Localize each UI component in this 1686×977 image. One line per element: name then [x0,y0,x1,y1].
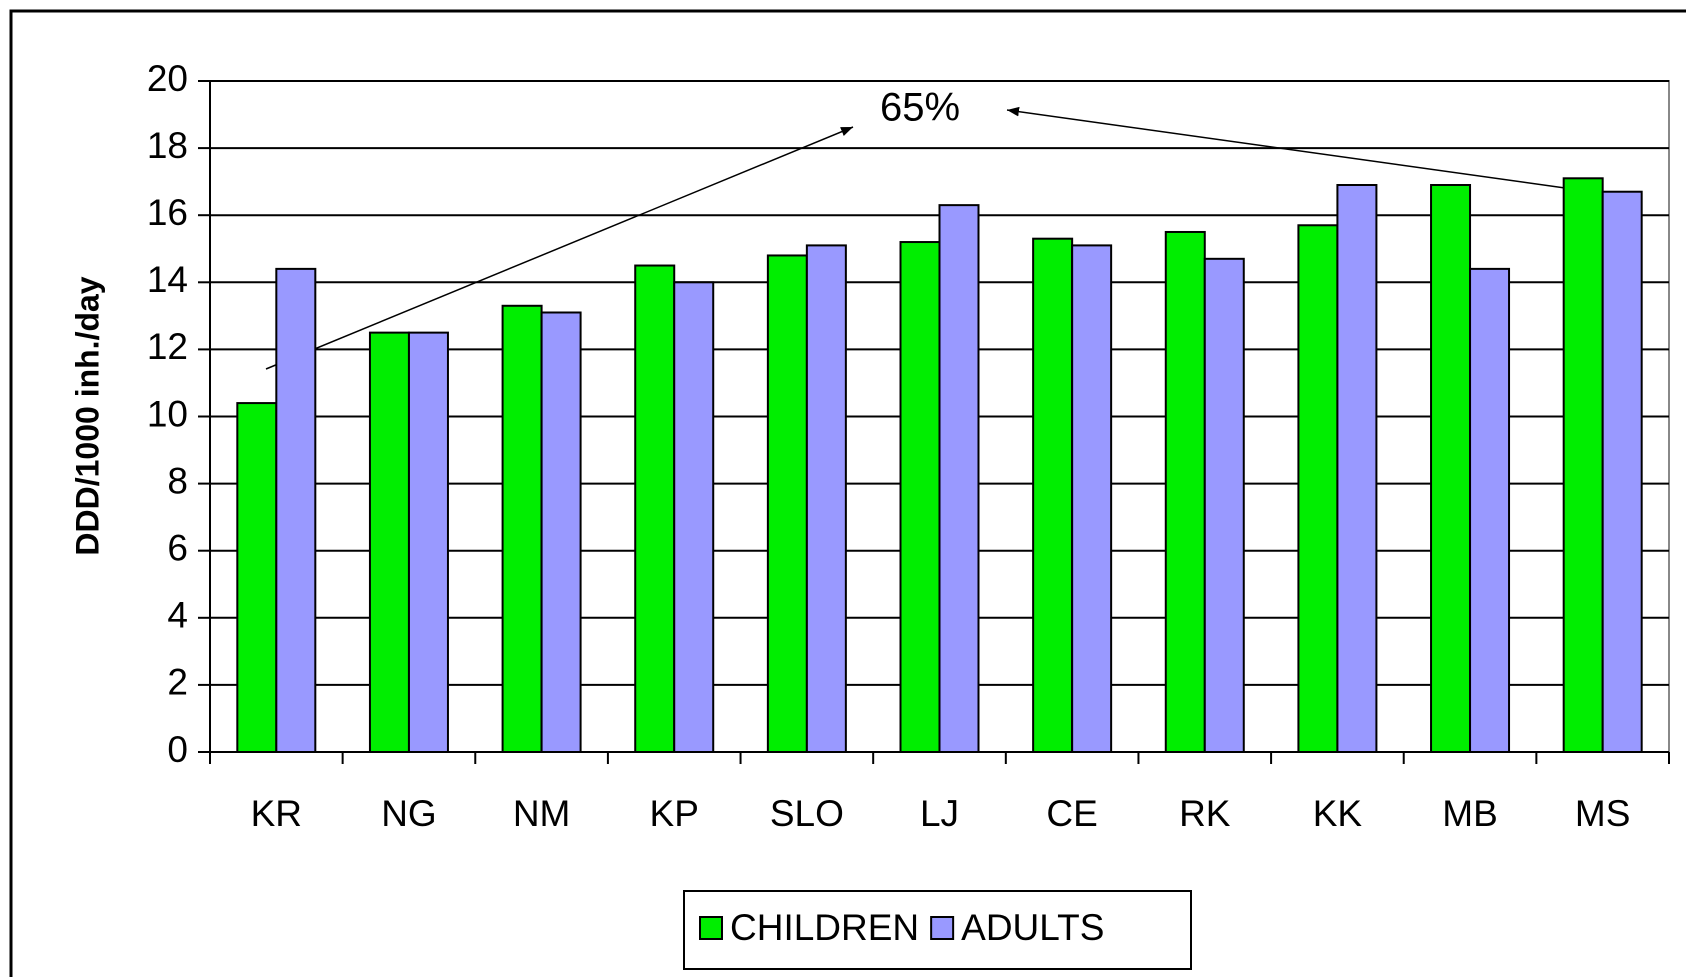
bar [1032,237,1074,753]
y-tick-label: 12 [147,326,188,367]
legend-swatch [699,916,723,940]
bar [805,244,847,754]
bar [236,402,278,753]
bar [275,267,317,753]
bar [1430,184,1472,753]
y-tick-label: 8 [167,460,188,501]
y-tick-label: 16 [147,192,188,233]
bar [501,304,543,753]
x-tick-label: RK [1179,793,1231,834]
y-tick-label: 20 [147,58,188,99]
bar [634,264,676,753]
bar [407,331,449,753]
x-tick-label: KP [650,793,699,834]
x-tick-label: LJ [920,793,959,834]
legend-label: CHILDREN [730,907,919,948]
bar [1203,257,1245,753]
x-tick-label: MB [1442,793,1498,834]
annotation: 65% [880,86,960,130]
x-tick-label: CE [1046,793,1097,834]
frame [9,9,1686,977]
bar [673,281,715,753]
x-tick-label: MS [1575,793,1631,834]
arrow [265,126,854,370]
y-tick-label: 6 [167,527,188,568]
bar [1297,224,1339,753]
bar [540,311,582,753]
bar [1601,190,1643,753]
y-tick-label: 4 [167,595,188,636]
bar [368,331,410,753]
bar [1336,184,1378,753]
y-tick-label: 14 [147,259,188,300]
y-tick-label: 0 [167,729,188,770]
bar [899,241,941,753]
y-axis-label: DDD/1000 inh./day [69,276,105,555]
bar [1469,267,1511,753]
x-tick-label: KR [251,793,302,834]
legend-label: ADULTS [961,907,1104,948]
bar [1562,177,1604,754]
bar [1164,230,1206,754]
bar [938,204,980,753]
y-tick-label: 18 [147,125,188,166]
legend-swatch [930,916,955,940]
x-tick-label: SLO [770,793,844,834]
y-tick-label: 2 [167,662,188,703]
x-tick-label: KK [1313,793,1363,834]
x-tick-label: NM [513,793,571,834]
y-tick-label: 10 [147,393,188,434]
bar [766,254,808,754]
x-tick-label: NG [381,793,437,834]
bar [1071,244,1113,754]
